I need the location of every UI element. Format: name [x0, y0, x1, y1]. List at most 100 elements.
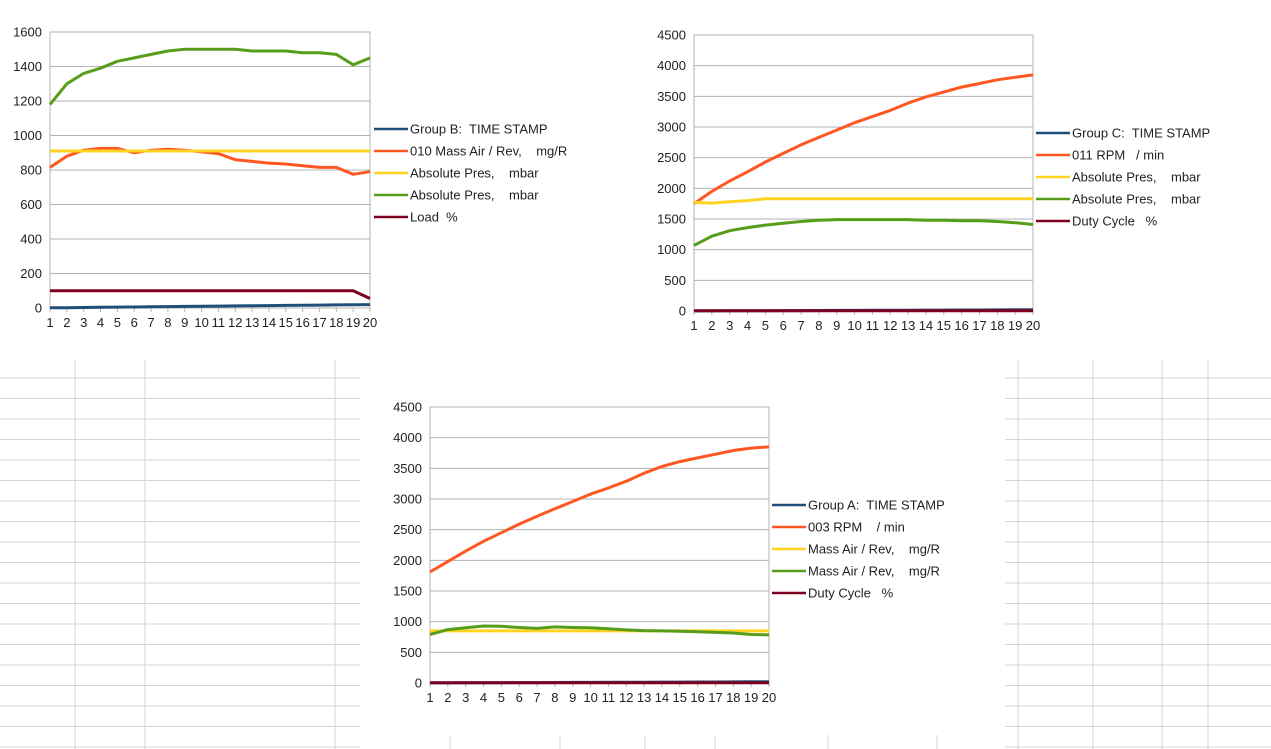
- series-line-2: [429, 445, 770, 574]
- x-tick-label: 18: [990, 318, 1004, 333]
- y-tick-label: 1500: [393, 584, 422, 599]
- series-line-5: [50, 289, 371, 300]
- x-tick-label: 12: [883, 318, 897, 333]
- x-tick-label: 20: [762, 690, 776, 705]
- x-tick-label: 7: [797, 318, 804, 333]
- y-tick-label: 1400: [13, 59, 42, 74]
- y-tick-label: 1600: [13, 25, 42, 40]
- x-tick-label: 11: [866, 318, 880, 333]
- y-tick-label: 4500: [393, 400, 422, 415]
- x-tick-label: 8: [164, 315, 171, 330]
- gridlines: [50, 31, 370, 309]
- y-tick-label: 1000: [13, 128, 42, 143]
- series-line-2: [49, 146, 371, 176]
- x-tick-label: 3: [80, 315, 87, 330]
- x-tick-label: 4: [97, 315, 104, 330]
- legend-label: 010 Mass Air / Rev, mg/R: [410, 144, 567, 159]
- x-tick-label: 11: [212, 315, 226, 330]
- series-line-4: [693, 218, 1034, 247]
- y-tick-label: 1000: [393, 614, 422, 629]
- x-tick-label: 19: [346, 315, 360, 330]
- x-tick-label: 1: [46, 315, 53, 330]
- x-tick-label: 7: [533, 690, 540, 705]
- x-tick-label: 1: [690, 318, 697, 333]
- x-tick-label: 14: [262, 315, 276, 330]
- x-tick-label: 12: [228, 315, 242, 330]
- y-tick-label: 3500: [393, 461, 422, 476]
- x-tick-label: 14: [919, 318, 933, 333]
- x-tick-label: 20: [363, 315, 377, 330]
- x-tick-label: 6: [780, 318, 787, 333]
- x-tick-label: 3: [726, 318, 733, 333]
- x-tick-label: 19: [744, 690, 758, 705]
- x-tick-label: 4: [480, 690, 487, 705]
- x-tick-label: 10: [583, 690, 597, 705]
- x-tick-label: 18: [726, 690, 740, 705]
- x-tick-label: 3: [462, 690, 469, 705]
- x-tick-label: 17: [312, 315, 326, 330]
- x-tick-label: 8: [551, 690, 558, 705]
- x-tick-label: 7: [147, 315, 154, 330]
- legend-label: 011 RPM / min: [1072, 148, 1164, 163]
- x-tick-label: 16: [954, 318, 968, 333]
- legend-label: Absolute Pres, mbar: [1072, 192, 1201, 207]
- x-tick-label: 9: [181, 315, 188, 330]
- x-tick-label: 10: [847, 318, 861, 333]
- y-tick-label: 2500: [657, 150, 686, 165]
- x-tick-label: 18: [329, 315, 343, 330]
- y-tick-label: 4000: [393, 430, 422, 445]
- legend-label: Absolute Pres, mbar: [410, 188, 539, 203]
- x-tick-label: 16: [690, 690, 704, 705]
- y-tick-label: 3000: [393, 492, 422, 507]
- y-tick-label: 0: [679, 304, 686, 319]
- y-tick-label: 1500: [657, 212, 686, 227]
- legend-label: 003 RPM / min: [808, 520, 905, 535]
- y-tick-label: 400: [20, 232, 42, 247]
- y-tick-label: 0: [35, 301, 42, 316]
- series-line-2: [693, 73, 1034, 205]
- x-tick-label: 19: [1008, 318, 1022, 333]
- x-tick-label: 5: [762, 318, 769, 333]
- plot-area: [429, 406, 770, 684]
- series-line-1: [49, 303, 371, 310]
- y-tick-label: 3000: [657, 120, 686, 135]
- x-tick-label: 13: [901, 318, 915, 333]
- x-tick-label: 1: [426, 690, 433, 705]
- legend-label: Group B: TIME STAMP: [410, 122, 548, 137]
- y-tick-label: 2000: [393, 553, 422, 568]
- y-tick-label: 0: [415, 676, 422, 691]
- y-tick-label: 2000: [657, 181, 686, 196]
- y-tick-label: 200: [20, 266, 42, 281]
- series-line-4: [429, 624, 770, 637]
- x-tick-label: 8: [815, 318, 822, 333]
- x-tick-label: 20: [1026, 318, 1040, 333]
- y-tick-label: 800: [20, 163, 42, 178]
- legend: Group A: TIME STAMP 003 RPM / min Mass Air…: [772, 498, 945, 601]
- legend-label: Absolute Pres, mbar: [1072, 170, 1201, 185]
- x-tick-label: 13: [245, 315, 259, 330]
- legend: Group B: TIME STAMP 010 Mass Air / Rev, m…: [374, 122, 567, 225]
- legend-label: Group C: TIME STAMP: [1072, 126, 1210, 141]
- x-tick-label: 17: [708, 690, 722, 705]
- y-tick-label: 600: [20, 197, 42, 212]
- gridlines: [430, 406, 769, 684]
- x-tick-label: 2: [708, 318, 715, 333]
- x-tick-label: 5: [498, 690, 505, 705]
- x-tick-label: 13: [637, 690, 651, 705]
- y-tick-label: 500: [400, 645, 422, 660]
- y-tick-label: 500: [664, 273, 686, 288]
- x-tick-label: 2: [63, 315, 70, 330]
- y-tick-label: 3500: [657, 89, 686, 104]
- x-tick-label: 9: [569, 690, 576, 705]
- y-tick-label: 4500: [657, 28, 686, 43]
- legend-label: Load %: [410, 210, 458, 225]
- series-line-4: [48, 47, 371, 106]
- y-tick-label: 1200: [13, 94, 42, 109]
- plot-area: [49, 31, 371, 309]
- x-tick-label: 15: [673, 690, 687, 705]
- x-tick-label: 12: [619, 690, 633, 705]
- legend-label: Duty Cycle %: [1072, 214, 1158, 229]
